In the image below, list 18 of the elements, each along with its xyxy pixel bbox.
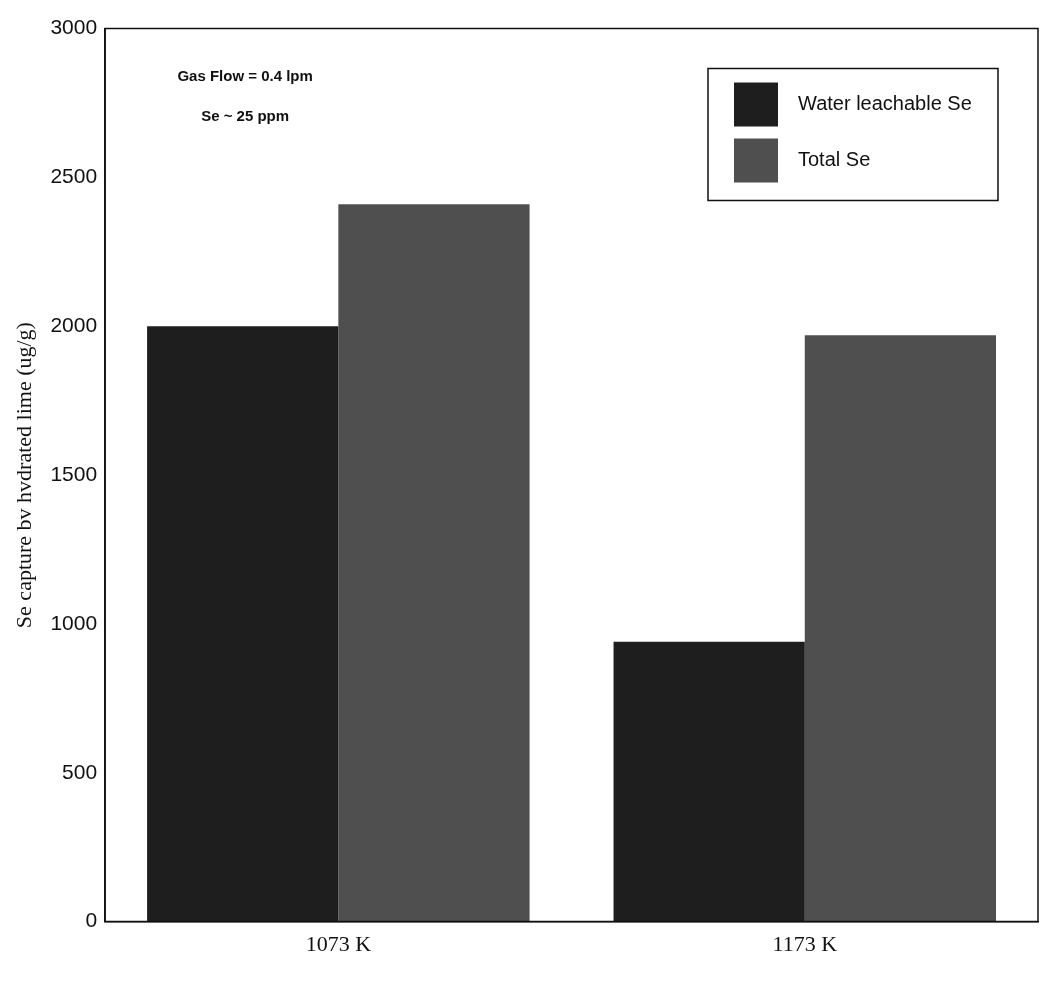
x-tick-label: 1073 K [305, 930, 372, 956]
y-tick-label: 1500 [50, 461, 98, 485]
annotation: Se ~ 25 ppm [201, 106, 290, 124]
y-tick-label: 0 [85, 908, 98, 932]
bar [147, 326, 339, 922]
bar [804, 335, 997, 922]
bar [338, 204, 530, 922]
y-tick-label: 500 [62, 759, 98, 783]
y-axis-title: Se capture bv hvdrated lime (ug/g) [10, 322, 36, 629]
bar [613, 641, 805, 922]
x-tick-label: 1173 K [772, 930, 838, 956]
annotation: Gas Flow = 0.4 lpm [177, 66, 313, 84]
y-tick-label: 2000 [50, 313, 98, 337]
legend-label: Total Se [798, 148, 871, 171]
y-tick-label: 2500 [50, 164, 98, 188]
legend-label: Water leachable Se [798, 92, 972, 115]
y-tick-label: 1000 [50, 610, 98, 634]
y-tick-label: 3000 [50, 15, 98, 39]
